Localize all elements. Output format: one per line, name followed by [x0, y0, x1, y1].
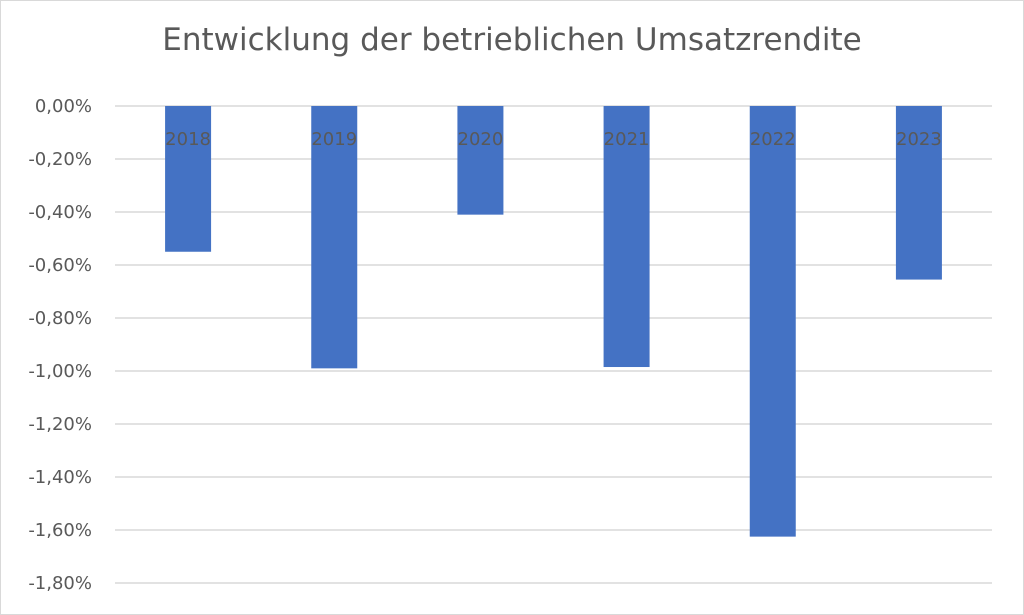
- y-tick-label: -0,40%: [28, 202, 92, 223]
- y-tick-label: -1,80%: [28, 573, 92, 594]
- y-tick-label: -0,20%: [28, 149, 92, 170]
- y-tick-label: -1,60%: [28, 520, 92, 541]
- bar-2019: [311, 106, 358, 369]
- bar-2022: [749, 106, 796, 537]
- y-tick-label: -1,00%: [28, 361, 92, 382]
- bar-2021: [603, 106, 650, 368]
- bars: [165, 106, 942, 537]
- gridlines: [115, 105, 992, 584]
- category-label-2020: 2020: [458, 129, 504, 150]
- chart-title: Entwicklung der betrieblichen Umsatzrend…: [162, 22, 862, 58]
- bar-2023: [895, 106, 942, 280]
- y-tick-label: 0,00%: [35, 96, 92, 117]
- y-tick-label: -1,40%: [28, 467, 92, 488]
- bar-2020: [457, 106, 504, 215]
- category-label-2023: 2023: [896, 129, 942, 150]
- y-tick-label: -0,80%: [28, 308, 92, 329]
- bar-2018: [165, 106, 212, 252]
- y-tick-label: -1,20%: [28, 414, 92, 435]
- category-label-2022: 2022: [750, 129, 796, 150]
- category-label-2018: 2018: [165, 129, 211, 150]
- y-tick-label: -0,60%: [28, 255, 92, 276]
- category-label-2021: 2021: [604, 129, 650, 150]
- category-label-2019: 2019: [311, 129, 357, 150]
- y-axis-tick-labels: 0,00% -0,20% -0,40% -0,60% -0,80% -1,00% -1,20…: [28, 96, 92, 594]
- category-labels: 2018 2019 2020 2021 2022 2023: [165, 129, 942, 150]
